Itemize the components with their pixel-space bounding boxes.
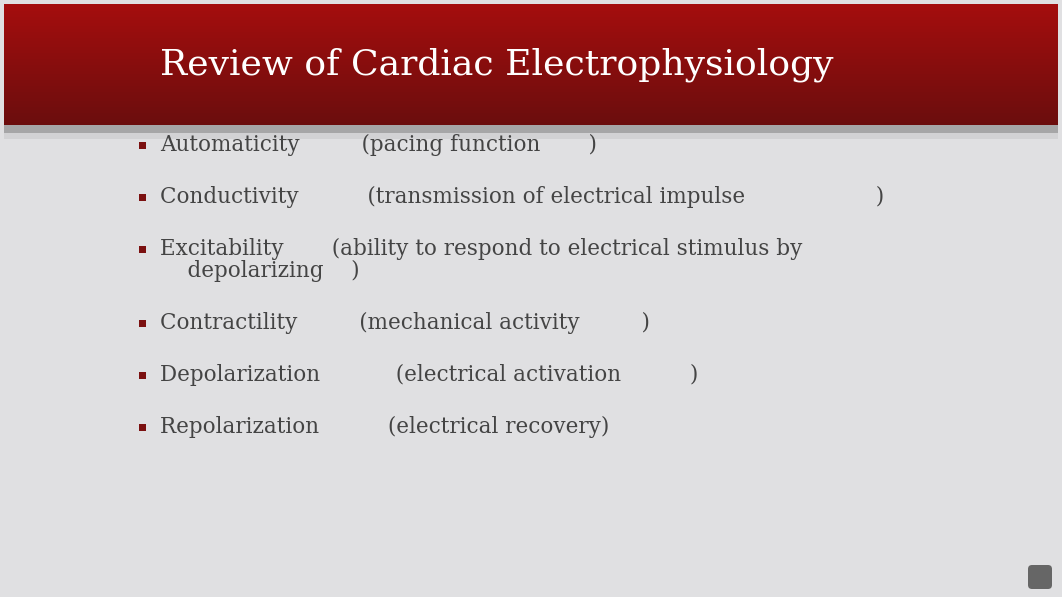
Bar: [4, 121, 1058, 125]
Bar: [139, 193, 145, 201]
Bar: [4, 5, 1058, 125]
Text: Contractility         (mechanical activity         ): Contractility (mechanical activity ): [160, 312, 650, 334]
Bar: [4, 13, 1058, 17]
Bar: [139, 371, 145, 378]
Bar: [4, 7, 1058, 11]
Bar: [4, 67, 1058, 71]
Bar: [4, 82, 1058, 86]
Bar: [4, 79, 1058, 83]
Bar: [4, 112, 1058, 116]
Bar: [4, 52, 1058, 56]
Bar: [4, 19, 1058, 23]
Bar: [4, 109, 1058, 113]
Bar: [4, 34, 1058, 38]
Bar: [4, 88, 1058, 92]
FancyBboxPatch shape: [1028, 565, 1052, 589]
Bar: [4, 106, 1058, 110]
Bar: [4, 73, 1058, 77]
Bar: [4, 37, 1058, 41]
Bar: [4, 28, 1058, 32]
Bar: [4, 22, 1058, 26]
Bar: [4, 43, 1058, 47]
Bar: [4, 46, 1058, 50]
Bar: [139, 423, 145, 430]
Text: Repolarization          (electrical recovery): Repolarization (electrical recovery): [160, 416, 610, 438]
Bar: [4, 125, 1058, 133]
Bar: [4, 100, 1058, 104]
Bar: [4, 85, 1058, 89]
Bar: [4, 133, 1058, 139]
Bar: [4, 25, 1058, 29]
Bar: [4, 118, 1058, 122]
Text: Excitability       (ability to respond to electrical stimulus by: Excitability (ability to respond to elec…: [160, 238, 803, 260]
Bar: [4, 31, 1058, 35]
Bar: [4, 94, 1058, 98]
Bar: [4, 70, 1058, 74]
Bar: [4, 103, 1058, 107]
Bar: [4, 40, 1058, 44]
Bar: [4, 10, 1058, 14]
Bar: [4, 97, 1058, 101]
Bar: [139, 245, 145, 253]
Bar: [4, 55, 1058, 59]
Text: depolarizing    ): depolarizing ): [160, 260, 360, 282]
Text: Review of Cardiac Electrophysiology: Review of Cardiac Electrophysiology: [160, 48, 834, 82]
Bar: [4, 58, 1058, 62]
Bar: [139, 141, 145, 149]
Bar: [139, 319, 145, 327]
Bar: [4, 76, 1058, 80]
Bar: [4, 61, 1058, 65]
Bar: [4, 49, 1058, 53]
FancyBboxPatch shape: [4, 4, 1058, 593]
Text: Automaticity         (pacing function       ): Automaticity (pacing function ): [160, 134, 597, 156]
Bar: [4, 16, 1058, 20]
Text: Depolarization           (electrical activation          ): Depolarization (electrical activation ): [160, 364, 699, 386]
Bar: [4, 91, 1058, 95]
Text: Conductivity          (transmission of electrical impulse                   ): Conductivity (transmission of electrical…: [160, 186, 885, 208]
Bar: [4, 115, 1058, 119]
Bar: [4, 4, 1058, 8]
Bar: [4, 64, 1058, 68]
